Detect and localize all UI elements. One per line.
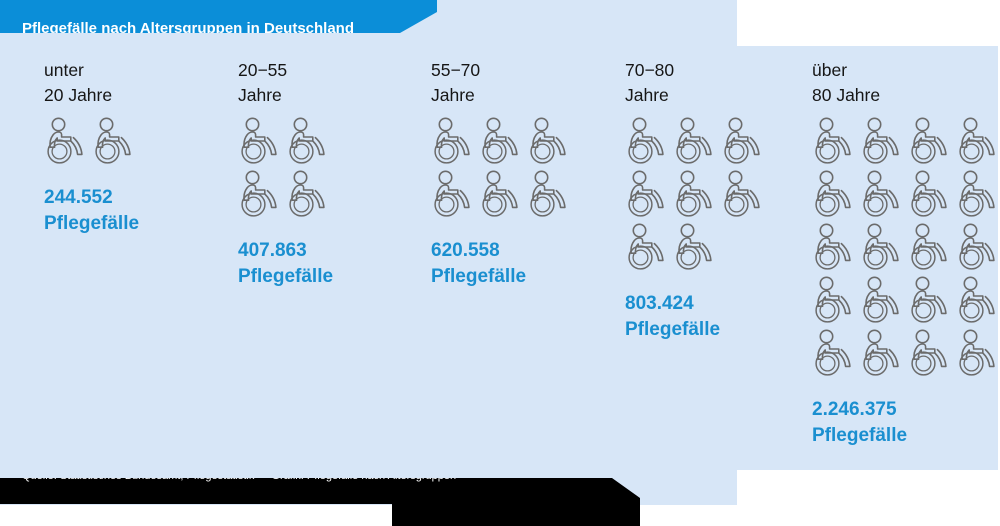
wheelchair-icon xyxy=(908,169,956,222)
wheelchair-icon xyxy=(625,222,673,275)
wheelchair-icon xyxy=(956,222,1000,275)
wheelchair-icon xyxy=(44,116,92,169)
case-count-unit: Pflegefälle xyxy=(44,213,140,234)
wheelchair-icon xyxy=(673,116,721,169)
wheelchair-icon xyxy=(527,116,575,169)
wheelchair-icon xyxy=(812,222,860,275)
wheelchair-icon xyxy=(479,169,527,222)
case-count-value: 407.863 xyxy=(238,240,307,261)
wheelchair-icon xyxy=(908,328,956,381)
wheelchair-icon xyxy=(956,328,1000,381)
age-group-column-70-80: 70−80 Jahre 803.424 Pflegefälle xyxy=(625,58,769,343)
age-group-column-unter-20: unter 20 Jahre 244.552 Pflegefälle xyxy=(44,58,140,237)
value-block: 407.863 Pflegefälle xyxy=(238,238,334,290)
wheelchair-icon xyxy=(673,169,721,222)
case-count-value: 244.552 xyxy=(44,187,113,208)
pictogram-icon-grid xyxy=(625,116,769,275)
age-group-label: 20−55 Jahre xyxy=(238,60,288,105)
case-count-value: 620.558 xyxy=(431,240,500,261)
source-text: Quelle: Statistisches Bundesamt, Pfleges… xyxy=(22,478,456,482)
case-count-unit: Pflegefälle xyxy=(238,266,334,287)
wheelchair-icon xyxy=(812,275,860,328)
wheelchair-icon xyxy=(286,169,334,222)
wheelchair-icon xyxy=(860,328,908,381)
wheelchair-icon xyxy=(527,169,575,222)
pictogram-icon-grid xyxy=(44,116,140,169)
wheelchair-icon xyxy=(92,116,140,169)
age-group-column-20-55: 20−55 Jahre 407.863 Pflegefälle xyxy=(238,58,334,290)
wheelchair-icon xyxy=(956,275,1000,328)
wheelchair-icon xyxy=(956,116,1000,169)
wheelchair-icon xyxy=(860,275,908,328)
value-block: 803.424 Pflegefälle xyxy=(625,291,769,343)
wheelchair-icon xyxy=(721,116,769,169)
age-group-label: unter 20 Jahre xyxy=(44,60,113,105)
wheelchair-icon xyxy=(238,169,286,222)
wheelchair-icon xyxy=(908,116,956,169)
wheelchair-icon xyxy=(908,275,956,328)
value-block: 620.558 Pflegefälle xyxy=(431,238,575,290)
wheelchair-icon xyxy=(812,328,860,381)
wheelchair-icon xyxy=(673,222,721,275)
age-group-label: über 80 Jahre xyxy=(812,60,881,105)
age-group-column-ueber-80: über 80 Jahre 2.246.375 Pflegefälle xyxy=(812,58,1000,449)
age-group-label: 70−80 Jahre xyxy=(625,60,675,105)
wheelchair-icon xyxy=(238,116,286,169)
wheelchair-icon xyxy=(860,222,908,275)
case-count-unit: Pflegefälle xyxy=(431,266,527,287)
wheelchair-icon xyxy=(860,116,908,169)
wheelchair-icon xyxy=(479,116,527,169)
wheelchair-icon xyxy=(625,169,673,222)
wheelchair-icon xyxy=(860,169,908,222)
wheelchair-icon xyxy=(431,169,479,222)
wheelchair-icon xyxy=(908,222,956,275)
age-group-column-55-70: 55−70 Jahre 620.558 Pflegefälle xyxy=(431,58,575,290)
wheelchair-icon xyxy=(431,116,479,169)
case-count-unit: Pflegefälle xyxy=(625,319,721,340)
wheelchair-icon xyxy=(956,169,1000,222)
case-count-unit: Pflegefälle xyxy=(812,425,908,446)
title-banner: Pflegefälle nach Altersgruppen in Deutsc… xyxy=(0,0,437,33)
wheelchair-icon xyxy=(721,169,769,222)
banner-title: Pflegefälle nach Altersgruppen in Deutsc… xyxy=(22,20,355,33)
pictogram-icon-grid xyxy=(812,116,1000,381)
panel-background-left xyxy=(0,0,737,505)
wheelchair-icon xyxy=(812,169,860,222)
value-block: 244.552 Pflegefälle xyxy=(44,185,140,237)
case-count-value: 2.246.375 xyxy=(812,399,897,420)
wheelchair-icon xyxy=(812,116,860,169)
pictogram-icon-grid xyxy=(431,116,575,222)
age-group-label: 55−70 Jahre xyxy=(431,60,481,105)
case-count-value: 803.424 xyxy=(625,293,694,314)
wheelchair-icon xyxy=(286,116,334,169)
pictogram-icon-grid xyxy=(238,116,334,222)
value-block: 2.246.375 Pflegefälle xyxy=(812,397,1000,449)
wheelchair-icon xyxy=(625,116,673,169)
